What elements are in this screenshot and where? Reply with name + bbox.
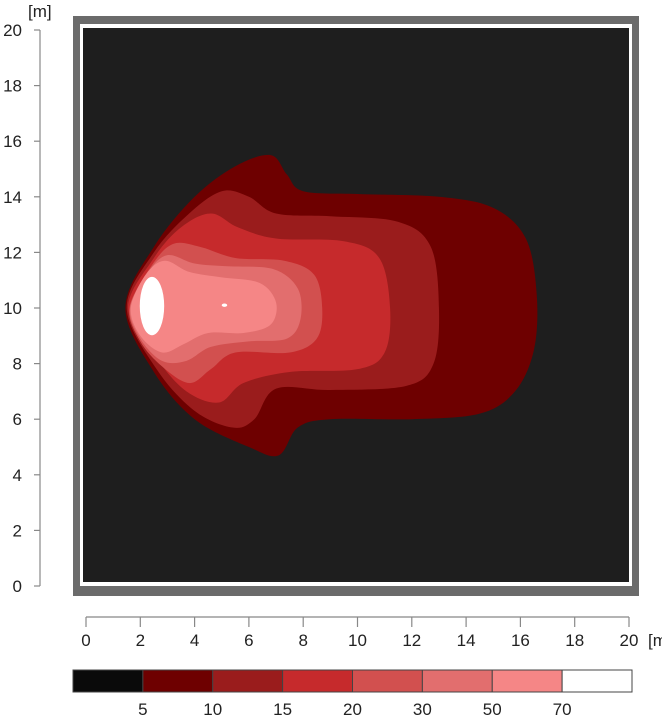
contour-level-70-region <box>221 303 228 307</box>
legend-break-label: 20 <box>343 700 362 719</box>
x-tick-label: 6 <box>244 631 253 650</box>
legend-break-label: 50 <box>483 700 502 719</box>
x-tick-label: 4 <box>190 631 199 650</box>
x-tick-label: 16 <box>511 631 530 650</box>
legend-swatch <box>72 669 144 693</box>
y-tick-label: 8 <box>13 355 22 374</box>
x-tick-label: 20 <box>620 631 639 650</box>
legend-swatch <box>421 669 493 693</box>
legend-swatch <box>561 669 633 693</box>
x-tick-label: 12 <box>402 631 421 650</box>
legend-break-label: 30 <box>413 700 432 719</box>
y-tick-label: 10 <box>3 299 22 318</box>
y-axis: 0 2 4 6 8 10 12 14 16 18 20 <box>3 21 41 596</box>
y-tick-label: 16 <box>3 132 22 151</box>
legend-swatch <box>491 669 563 693</box>
legend-break-label: 15 <box>273 700 292 719</box>
x-tick-label: 2 <box>136 631 145 650</box>
y-tick-label: 14 <box>3 188 22 207</box>
y-tick-label: 4 <box>13 466 22 485</box>
legend-swatch <box>142 669 214 693</box>
y-tick-label: 2 <box>13 521 22 540</box>
contour-level-70-region <box>139 276 165 336</box>
y-tick-label: 20 <box>3 21 22 40</box>
x-tick-label: 0 <box>81 631 90 650</box>
x-tick-label: 18 <box>565 631 584 650</box>
y-unit-label: [m] <box>28 2 52 21</box>
legend-break-label: 70 <box>553 700 572 719</box>
y-tick-label: 0 <box>13 577 22 596</box>
y-tick-label: 18 <box>3 77 22 96</box>
x-tick-label: 14 <box>457 631 476 650</box>
contour-layers <box>125 154 538 457</box>
x-tick-label: 10 <box>348 631 367 650</box>
x-axis: 0 2 4 6 8 10 12 14 16 18 20 <box>81 616 639 650</box>
legend-break-label: 5 <box>138 700 147 719</box>
legend-swatch <box>352 669 423 693</box>
y-tick-label: 6 <box>13 410 22 429</box>
legend-swatch <box>212 669 284 693</box>
x-unit-label: [m] <box>648 631 662 650</box>
color-legend: 5 10 15 20 30 50 70 <box>72 669 633 719</box>
legend-break-label: 10 <box>203 700 222 719</box>
y-tick-label: 12 <box>3 243 22 262</box>
contour-level-50 <box>130 260 277 353</box>
x-tick-label: 8 <box>298 631 307 650</box>
legend-swatch <box>282 669 353 693</box>
